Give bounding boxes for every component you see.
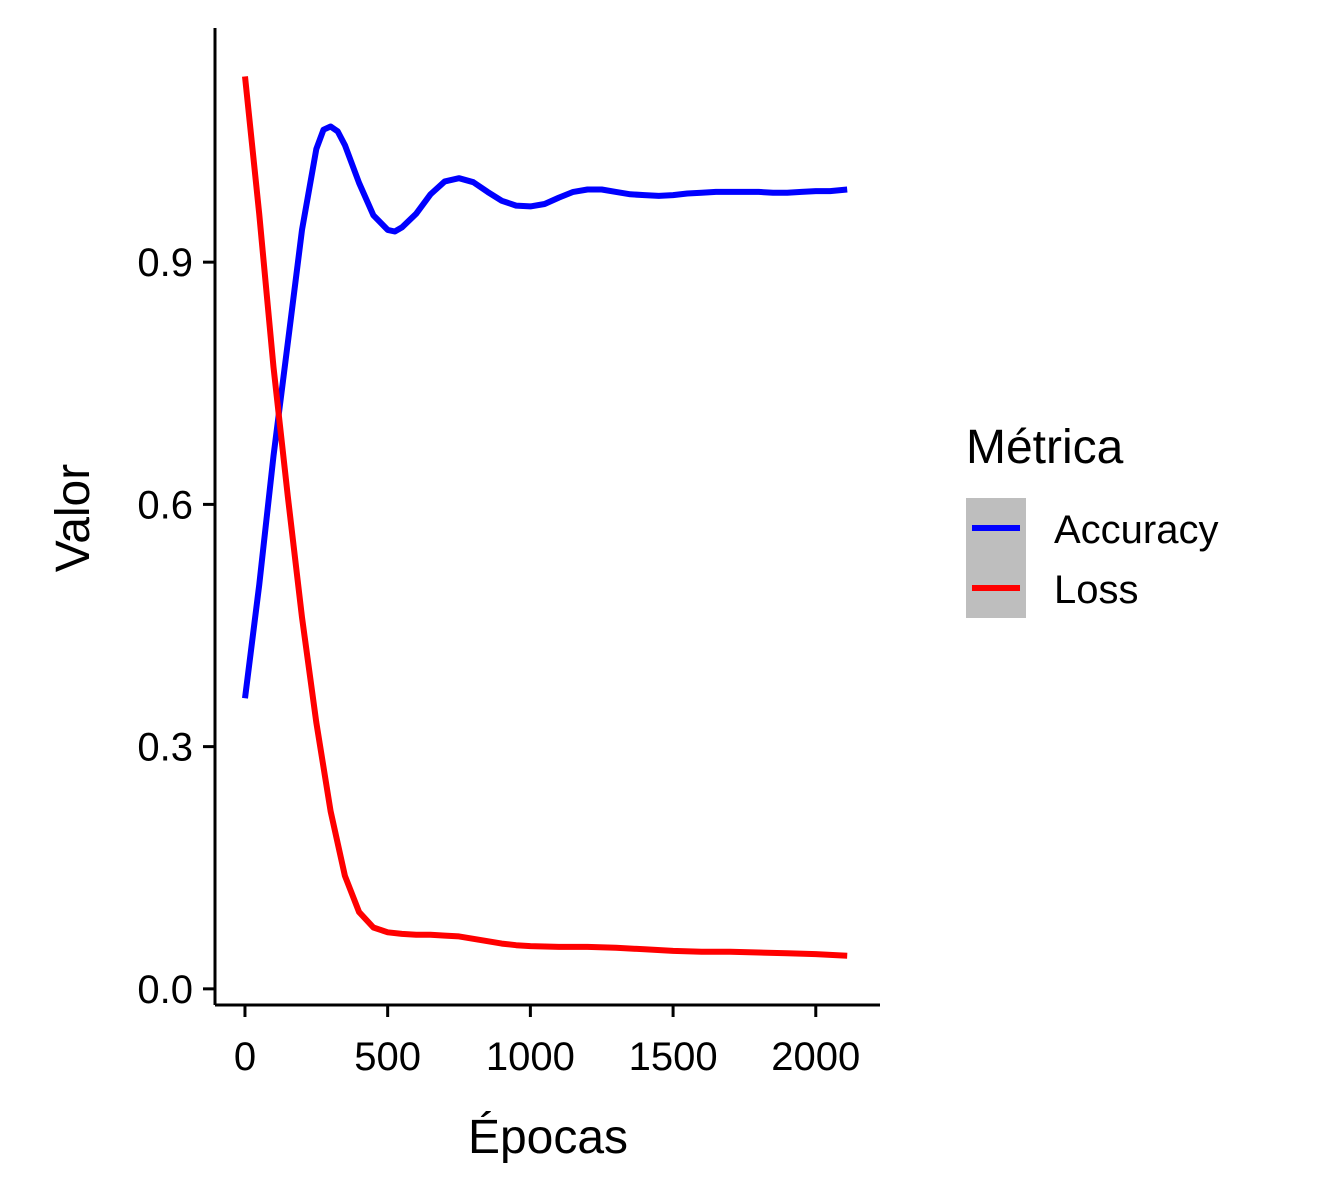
y-tick-label: 0.6 bbox=[137, 483, 193, 527]
series-layer bbox=[242, 76, 848, 959]
legend-label-loss: Loss bbox=[1054, 568, 1139, 612]
series-line-accuracy bbox=[242, 123, 848, 699]
y-tick-label: 0.0 bbox=[137, 968, 193, 1012]
x-tick-label: 0 bbox=[234, 1035, 256, 1079]
x-tick-label: 500 bbox=[354, 1035, 421, 1079]
y-tick-label: 0.3 bbox=[137, 726, 193, 770]
legend-key-background bbox=[966, 498, 1026, 618]
series-line-loss bbox=[242, 76, 848, 959]
axes: 0 500 1000 1500 2000 0.0 0.3 0.6 0.9 bbox=[137, 28, 880, 1079]
x-axis-title: Épocas bbox=[468, 1111, 628, 1164]
x-tick-label: 2000 bbox=[771, 1035, 860, 1079]
legend: Métrica Accuracy Loss bbox=[966, 421, 1219, 618]
y-tick-label: 0.9 bbox=[137, 241, 193, 285]
x-tick-label: 1500 bbox=[629, 1035, 718, 1079]
legend-label-accuracy: Accuracy bbox=[1054, 508, 1219, 552]
y-axis-title: Valor bbox=[47, 464, 100, 573]
x-tick-label: 1000 bbox=[486, 1035, 575, 1079]
legend-title: Métrica bbox=[966, 421, 1124, 474]
